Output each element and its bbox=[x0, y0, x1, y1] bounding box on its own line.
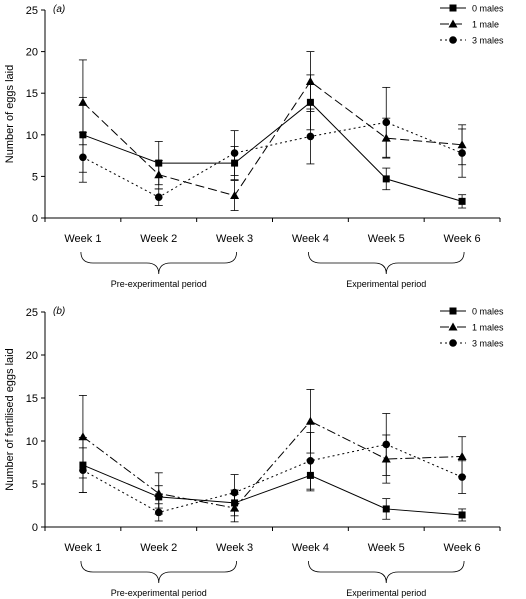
panel-label-0: (a) bbox=[53, 4, 65, 15]
data-point-0-2-4 bbox=[382, 118, 391, 127]
y-tick-label-0-5: 25 bbox=[26, 5, 38, 17]
data-point-1-0-4 bbox=[382, 505, 390, 513]
x-category-label-1-1: Week 2 bbox=[140, 542, 177, 554]
data-point-1-2-3 bbox=[306, 456, 315, 465]
series-line-0-1 bbox=[82, 80, 463, 197]
series-line-0-0 bbox=[82, 101, 463, 202]
y-tick-label-1-3: 15 bbox=[26, 393, 38, 405]
y-tick-label-1-2: 10 bbox=[26, 436, 38, 448]
y-tick-label-1-4: 20 bbox=[26, 350, 38, 362]
x-category-label-0-0: Week 1 bbox=[64, 233, 101, 245]
x-category-label-1-2: Week 3 bbox=[216, 542, 253, 554]
series-line-1-0 bbox=[82, 464, 463, 516]
data-point-0-1-3 bbox=[305, 77, 315, 86]
data-point-0-1-2 bbox=[230, 191, 240, 200]
data-point-1-1-3 bbox=[305, 416, 315, 425]
data-point-1-1-0 bbox=[78, 432, 88, 441]
panel-label-1: (b) bbox=[53, 306, 65, 317]
series-line-1-1 bbox=[82, 420, 463, 509]
legend-marker-1-1 bbox=[448, 322, 458, 331]
y-tick-label-0-1: 5 bbox=[32, 171, 38, 183]
data-point-0-1-0 bbox=[78, 97, 88, 106]
y-tick-label-0-4: 20 bbox=[26, 47, 38, 59]
data-point-1-2-4 bbox=[382, 440, 391, 449]
x-category-label-0-3: Week 4 bbox=[292, 233, 329, 245]
data-point-0-2-2 bbox=[230, 149, 239, 157]
data-point-1-2-0 bbox=[79, 466, 87, 475]
y-axis-label-1: Number of fertilised eggs laid bbox=[4, 348, 16, 490]
x-category-label-1-5: Week 6 bbox=[444, 542, 481, 554]
period-label-pre-1: Pre-experimental period bbox=[111, 588, 207, 598]
legend-label-0-2: 3 males bbox=[472, 36, 504, 46]
period-label-pre-0: Pre-experimental period bbox=[111, 279, 207, 289]
data-point-0-2-0 bbox=[79, 153, 87, 162]
legend-marker-0-1 bbox=[448, 19, 458, 28]
data-point-1-1-1 bbox=[154, 488, 164, 497]
period-brace-pre-0 bbox=[80, 251, 237, 275]
data-point-1-0-5 bbox=[458, 511, 466, 519]
x-category-label-0-5: Week 6 bbox=[444, 233, 481, 245]
legend-marker-0-0 bbox=[449, 4, 457, 12]
x-category-label-1-3: Week 4 bbox=[292, 542, 329, 554]
series-line-1-2 bbox=[82, 443, 463, 513]
data-point-0-2-1 bbox=[154, 193, 163, 201]
data-point-0-0-5 bbox=[458, 197, 466, 205]
data-point-1-1-5 bbox=[457, 451, 467, 460]
y-tick-label-0-3: 15 bbox=[26, 88, 38, 100]
period-brace-pre-1 bbox=[80, 560, 237, 584]
data-point-1-2-2 bbox=[230, 488, 239, 497]
y-axis-label-0: Number of eggs laid bbox=[4, 65, 16, 163]
y-tick-label-1-1: 5 bbox=[32, 479, 38, 491]
x-category-label-1-4: Week 5 bbox=[368, 542, 405, 554]
y-tick-label-0-2: 10 bbox=[26, 130, 38, 142]
legend-label-1-1: 1 males bbox=[472, 323, 504, 333]
period-brace-exp-1 bbox=[308, 560, 465, 584]
legend-marker-0-2 bbox=[449, 36, 457, 44]
data-point-0-1-1 bbox=[154, 170, 164, 179]
legend-label-1-2: 3 males bbox=[472, 339, 504, 349]
x-category-label-0-4: Week 5 bbox=[368, 233, 405, 245]
y-tick-label-0-0: 0 bbox=[32, 213, 38, 225]
data-point-0-0-4 bbox=[382, 175, 390, 183]
data-point-0-2-3 bbox=[306, 132, 315, 141]
data-point-1-2-1 bbox=[154, 508, 163, 517]
x-category-label-1-0: Week 1 bbox=[64, 542, 101, 554]
data-point-1-2-5 bbox=[458, 473, 466, 481]
legend-label-0-1: 1 male bbox=[472, 20, 499, 30]
data-point-0-2-5 bbox=[458, 149, 466, 157]
period-label-exp-0: Experimental period bbox=[346, 279, 426, 289]
legend-marker-1-0 bbox=[449, 307, 457, 315]
y-tick-label-1-0: 0 bbox=[32, 522, 38, 534]
period-label-exp-1: Experimental period bbox=[346, 588, 426, 598]
legend-label-0-0: 0 males bbox=[472, 4, 504, 14]
legend-label-1-0: 0 males bbox=[472, 307, 504, 317]
legend-marker-1-2 bbox=[449, 339, 457, 347]
x-category-label-0-1: Week 2 bbox=[140, 233, 177, 245]
period-brace-exp-0 bbox=[308, 251, 465, 275]
y-tick-label-1-5: 25 bbox=[26, 307, 38, 319]
x-category-label-0-2: Week 3 bbox=[216, 233, 253, 245]
series-line-0-2 bbox=[82, 121, 463, 198]
